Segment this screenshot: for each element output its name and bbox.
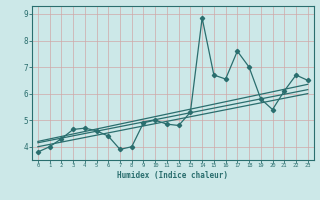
X-axis label: Humidex (Indice chaleur): Humidex (Indice chaleur) [117,171,228,180]
